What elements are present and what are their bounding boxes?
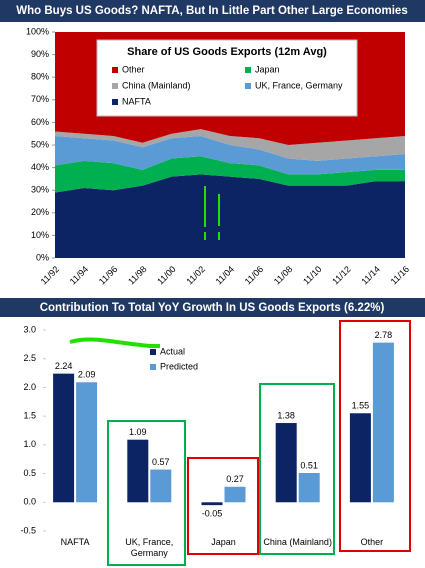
x-tick-label: 11/08	[272, 264, 295, 287]
data-label: 1.09	[129, 427, 147, 437]
legend-swatch	[245, 67, 251, 73]
legend-swatch	[112, 67, 118, 73]
y-tick-label: 20%	[31, 207, 49, 217]
y-tick-label: 2.0	[23, 382, 36, 392]
legend-swatch	[112, 83, 118, 89]
highlight-box	[187, 457, 259, 555]
area	[55, 129, 405, 161]
legend-swatch	[150, 349, 156, 355]
header-bar	[0, 298, 425, 317]
area	[55, 156, 405, 193]
x-tick-label: 11/94	[68, 264, 91, 287]
x-tick-label: 11/12	[330, 264, 353, 287]
legend-swatch	[150, 364, 156, 370]
data-label: 0.57	[152, 457, 170, 467]
bar	[349, 413, 371, 503]
bar	[224, 486, 246, 503]
annotation-mark	[69, 337, 160, 348]
bar	[76, 382, 98, 503]
x-tick-label: 11/02	[184, 264, 207, 287]
bar-chart: -0.5 0.0 0.5 1.0 1.5 2.0 2.5 3.0 2.24 2.09 1.09 0.5…	[20, 324, 394, 535]
y-tick-label: 40%	[31, 162, 49, 172]
x-tick-label: 11/96	[97, 264, 120, 287]
bar	[150, 469, 172, 503]
area-chart: 0% 10% 20% 30% 40% 50% 60% 70% 80% 90% 100% 11/92 11…	[26, 26, 411, 286]
x-tick-label: NAFTA	[60, 537, 90, 547]
y-tick-label: 90%	[31, 49, 49, 59]
y-tick-label: 2.5	[23, 353, 36, 363]
data-label: 1.55	[352, 401, 370, 411]
area	[55, 174, 405, 258]
y-tick-label: 10%	[31, 230, 49, 240]
y-tick-label: 30%	[31, 185, 49, 195]
y-tick-label: 0.5	[23, 468, 36, 478]
data-label: 0.27	[226, 474, 244, 484]
y-tick-label: 0%	[36, 252, 49, 262]
annotation-mark	[204, 186, 220, 240]
legend-swatch	[245, 83, 251, 89]
data-label: 2.78	[375, 330, 393, 340]
x-tick-label: China (Mainland)	[263, 537, 332, 547]
legend-label: Actual	[160, 346, 185, 356]
y-tick-label: 1.0	[23, 439, 36, 449]
y-tick-label: 1.5	[23, 411, 36, 421]
x-tick-label: Other	[360, 537, 384, 547]
y-tick-label: 50%	[31, 139, 49, 149]
y-tick-label: 0.0	[23, 497, 36, 507]
bar	[298, 472, 320, 503]
y-tick-label: -0.5	[20, 525, 36, 535]
x-tick-label: 11/00	[155, 264, 178, 287]
data-label: 2.09	[78, 370, 96, 380]
legend-swatch	[112, 99, 118, 105]
bar	[53, 373, 75, 503]
y-tick-label: 100%	[26, 26, 49, 36]
legend-label: UK, France, Germany	[255, 80, 343, 90]
x-tick-label: 11/92	[39, 264, 62, 287]
header-bar	[0, 0, 425, 22]
chart-title: Who Buys US Goods? NAFTA, But In Little …	[16, 5, 407, 17]
data-label: 0.51	[300, 460, 318, 470]
legend-label: NAFTA	[122, 96, 151, 106]
x-tick-label: 11/14	[359, 264, 382, 287]
legend-title: Share of US Goods Exports (12m Avg)	[127, 46, 327, 58]
highlight-box	[259, 383, 335, 555]
y-tick-label: 3.0	[23, 324, 36, 334]
x-tick-label: Japan	[211, 537, 236, 547]
highlight-box	[339, 320, 411, 552]
x-tick-label: 11/06	[243, 264, 266, 287]
data-label: -0.05	[202, 509, 223, 519]
x-tick-label: 11/16	[389, 264, 412, 287]
bar	[275, 423, 297, 503]
legend-box	[96, 39, 358, 117]
highlight-box	[107, 420, 186, 566]
legend-label: Other	[122, 64, 145, 74]
area	[55, 135, 405, 175]
x-tick-label: UK, France, Germany	[125, 537, 174, 558]
y-tick-label: 60%	[31, 117, 49, 127]
y-tick-label: 80%	[31, 72, 49, 82]
x-tick-label: 11/10	[301, 264, 324, 287]
x-tick-label: 11/04	[214, 264, 237, 287]
data-label: 2.24	[55, 361, 73, 371]
bar	[127, 439, 149, 503]
legend-label: Japan	[255, 64, 280, 74]
bar	[372, 342, 394, 503]
x-tick-label: 11/98	[126, 264, 149, 287]
legend-label: Predicted	[160, 361, 198, 371]
annotations	[69, 186, 411, 566]
bar	[201, 502, 223, 506]
y-tick-label: 70%	[31, 94, 49, 104]
data-label: 1.38	[277, 410, 295, 420]
chart-title: Contribution To Total YoY Growth In US G…	[40, 302, 385, 314]
legend-label: China (Mainland)	[122, 80, 191, 90]
